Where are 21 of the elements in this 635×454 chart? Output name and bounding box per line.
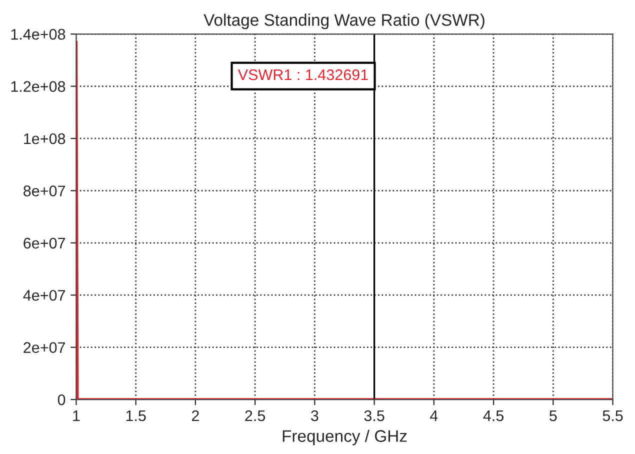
x-tick-label: 1.5 <box>126 410 146 422</box>
y-tick-label: 8e+07 <box>24 186 66 196</box>
y-tick-label: 1.2e+08 <box>11 81 66 92</box>
y-tick-label: 1.4e+08 <box>11 28 66 40</box>
y-tick-label: 2e+07 <box>24 342 66 353</box>
x-tick-label: 3.5 <box>364 410 384 422</box>
x-tick-label: 4 <box>430 410 438 422</box>
x-tick-label: 3 <box>311 410 318 422</box>
x-tick-label: 1 <box>73 410 80 422</box>
x-tick-label: 4.5 <box>483 410 504 422</box>
y-tick-label: 4e+07 <box>23 290 66 301</box>
x-tick-label: 2 <box>192 410 199 422</box>
x-axis-title: Frequency / GHz <box>282 430 407 446</box>
x-tick-label: 5.5 <box>602 410 623 422</box>
y-tick-label: 6e+07 <box>24 238 66 249</box>
y-tick-label: 1e+08 <box>24 133 66 144</box>
annotation: VSWR1 : 1.432691 <box>238 69 368 80</box>
x-tick-label: 5 <box>550 410 557 422</box>
x-tick-label: 2.5 <box>245 410 266 422</box>
chart-title: Voltage Standing Wave Ratio (VSWR) <box>204 14 484 30</box>
y-tick-label: 0 <box>58 394 66 406</box>
